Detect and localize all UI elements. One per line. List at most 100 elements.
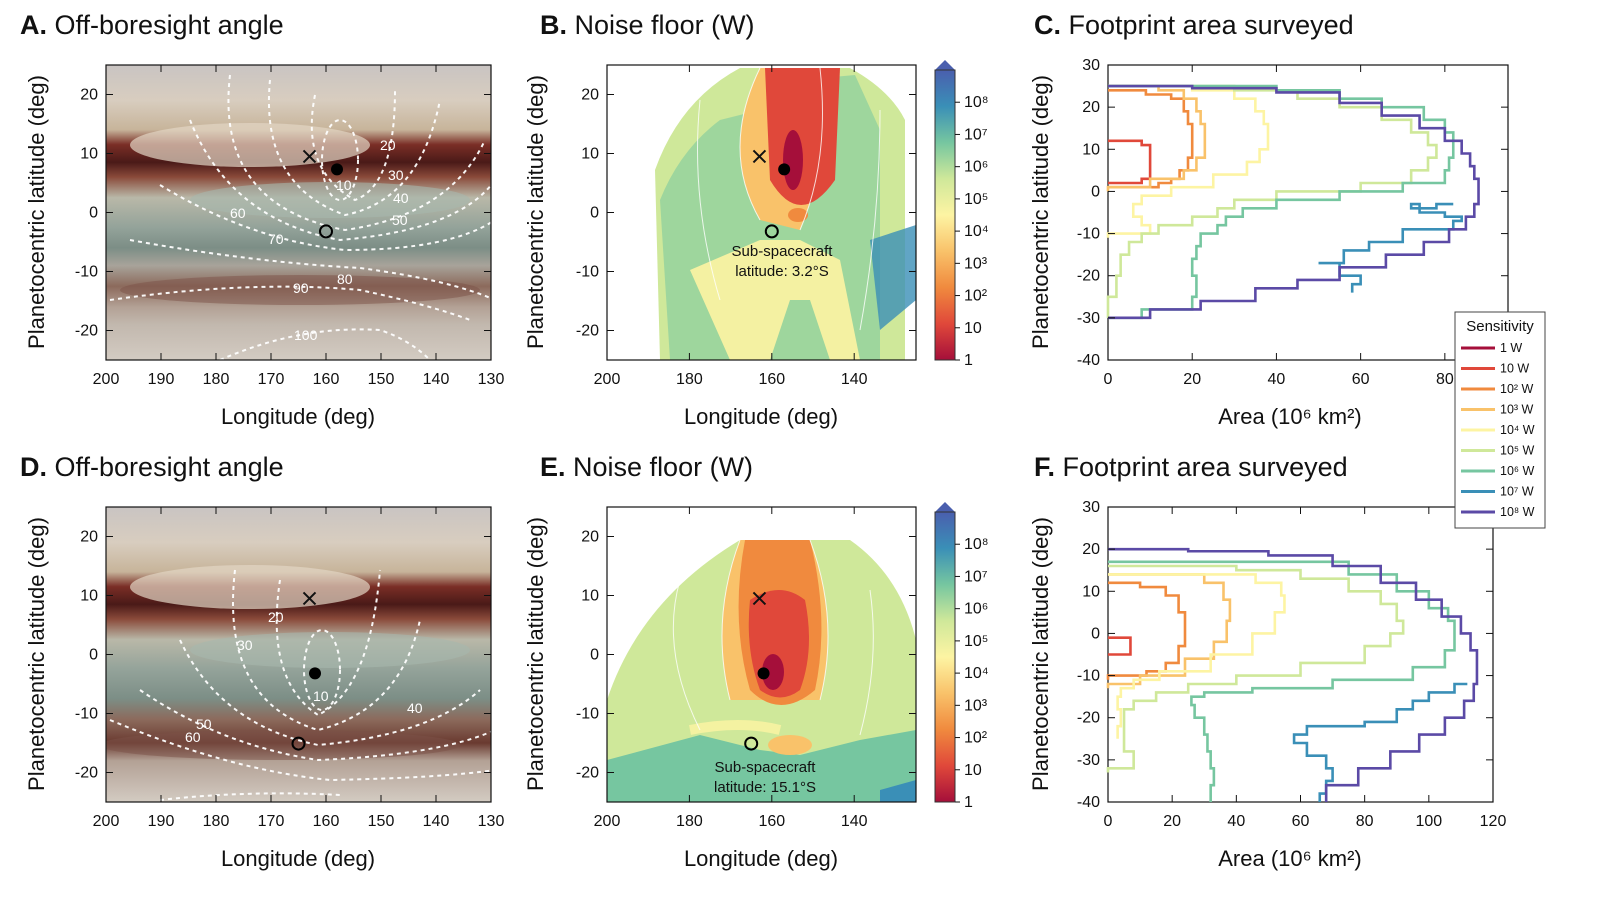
x-tick-label: 40 <box>1268 371 1286 388</box>
svg-text:20: 20 <box>268 609 284 625</box>
colorbar-tick-label: 10⁴ <box>964 665 989 682</box>
panel-d-image: 10 20 30 40 50 60 <box>106 507 491 802</box>
y-tick-label: 0 <box>89 205 98 222</box>
x-tick-label: 60 <box>1352 371 1370 388</box>
x-tick-label: 140 <box>841 371 868 388</box>
y-tick-label: -20 <box>1077 268 1100 285</box>
y-tick-label: 10 <box>1082 141 1100 158</box>
series-line-10⁶-W <box>1108 84 1455 320</box>
colorbar-tick-label: 10⁶ <box>964 601 988 618</box>
x-tick-label: 200 <box>594 371 621 388</box>
colorbar-tick-label: 10⁵ <box>964 633 988 650</box>
y-tick-label: -30 <box>1077 752 1100 769</box>
y-tick-label: -40 <box>1077 352 1100 369</box>
colorbar-tick-label: 10⁸ <box>964 536 989 553</box>
filled-dot-marker <box>778 163 791 176</box>
series-line-10-W <box>1108 636 1132 656</box>
y-tick-label: -10 <box>75 706 98 723</box>
panel-b-title: B. Noise floor (W) <box>540 10 755 40</box>
series-line-10³-W <box>1106 84 1207 192</box>
legend-item-label: 10⁶ W <box>1500 464 1535 478</box>
open-circle-marker <box>319 224 333 239</box>
panel-d-title: D. Off-boresight angle <box>20 452 284 482</box>
filled-dot-marker <box>309 667 321 680</box>
series-line-10-W <box>1108 139 1152 185</box>
colorbar-tick-label: 10⁸ <box>964 94 989 111</box>
panel-c-series <box>1106 84 1480 320</box>
colorbar-tick-label: 10⁶ <box>964 159 988 176</box>
x-tick-label: 20 <box>1163 813 1181 830</box>
svg-text:40: 40 <box>393 190 409 206</box>
panel-d-xlabel: Longitude (deg) <box>221 846 375 871</box>
y-tick-label: 20 <box>1082 541 1100 558</box>
panel-a-ylabel: Planetocentric latitude (deg) <box>24 75 49 349</box>
x-tick-label: 200 <box>93 813 120 830</box>
svg-text:40: 40 <box>407 700 423 716</box>
x-tick-label: 140 <box>423 371 450 388</box>
panel-a-contour-labels: 10 20 30 40 50 60 70 80 90 100 <box>230 137 409 343</box>
svg-text:20: 20 <box>380 137 396 153</box>
y-tick-label: -20 <box>576 323 599 340</box>
y-tick-label: 30 <box>1082 499 1100 516</box>
svg-text:60: 60 <box>185 729 201 745</box>
panel-b-axes: 200 180 160 140 -20 -10 0 10 20 <box>576 65 916 388</box>
x-tick-label: 200 <box>93 371 120 388</box>
panel-a: A. Off-boresight angle 10 20 30 4 <box>20 10 504 429</box>
y-tick-label: 10 <box>80 146 98 163</box>
y-tick-label: 20 <box>581 529 599 546</box>
svg-text:30: 30 <box>388 167 404 183</box>
panel-e-colorbar: 1 10 10² 10³ 10⁴ 10⁵ 10⁶ 10⁷ 10⁸ <box>934 502 989 811</box>
panel-b-colorbar: 1 10 10² 10³ 10⁴ 10⁵ 10⁶ 10⁷ 10⁸ <box>934 60 989 369</box>
panel-c-ylabel: Planetocentric latitude (deg) <box>1028 75 1053 349</box>
colorbar-tick-label: 10⁷ <box>964 568 988 585</box>
y-tick-label: -20 <box>75 765 98 782</box>
x-tick-label: 120 <box>1480 813 1507 830</box>
legend-items: 1 W 10 W 10² W 10³ W 10⁴ W 10⁵ W 10⁶ W 10⁷ W 10⁸… <box>1461 341 1535 519</box>
x-tick-label: 200 <box>594 813 621 830</box>
x-tick-label: 170 <box>258 371 285 388</box>
panel-d-axes: 200 190 180 170 160 150 140 130 -20 -10 0 10 20 <box>75 507 504 830</box>
panel-c-frame <box>1107 64 1509 361</box>
x-tick-label: 100 <box>1415 813 1442 830</box>
x-tick-label: 190 <box>148 813 175 830</box>
series-line-10²-W <box>1106 581 1187 680</box>
x-marker <box>752 591 767 606</box>
panel-e-title: E. Noise floor (W) <box>540 452 753 482</box>
panel-b-markers <box>752 149 791 239</box>
panel-a-xlabel: Longitude (deg) <box>221 404 375 429</box>
y-tick-label: -30 <box>1077 310 1100 327</box>
colorbar-tick-label: 10 <box>964 320 982 337</box>
panel-f-ylabel: Planetocentric latitude (deg) <box>1028 517 1053 791</box>
svg-text:50: 50 <box>392 212 408 228</box>
y-tick-label: 10 <box>581 588 599 605</box>
x-tick-label: 160 <box>313 813 340 830</box>
y-tick-label: 20 <box>80 529 98 546</box>
x-tick-label: 180 <box>203 813 230 830</box>
legend-item-label: 10² W <box>1500 382 1534 396</box>
panel-b-colorbar-ticks: 1 10 10² 10³ 10⁴ 10⁵ 10⁶ 10⁷ 10⁸ <box>955 94 989 369</box>
svg-text:10: 10 <box>336 177 352 193</box>
y-tick-label: -10 <box>1077 668 1100 685</box>
panel-e: E. Noise floor (W) Sub-spacecraft latitu… <box>523 452 989 871</box>
series-line-10⁴-W <box>1108 573 1286 739</box>
colorbar-tick-label: 10³ <box>964 255 988 272</box>
x-tick-label: 40 <box>1227 813 1245 830</box>
series-line-10²-W <box>1108 88 1194 189</box>
x-tick-label: 170 <box>258 813 285 830</box>
panel-a-image: 10 20 30 40 50 60 70 80 90 100 <box>106 65 491 360</box>
panel-b-heatmap <box>655 67 916 360</box>
x-marker <box>302 591 317 606</box>
panel-b-annotation-2: latitude: 3.2°S <box>735 263 829 280</box>
x-tick-label: 150 <box>368 371 395 388</box>
panel-d: D. Off-boresight angle 10 20 30 40 50 <box>20 452 504 871</box>
legend-item-label: 10⁵ W <box>1500 444 1535 458</box>
panel-d-contours <box>109 569 491 801</box>
y-tick-label: 10 <box>581 146 599 163</box>
svg-text:50: 50 <box>196 716 212 732</box>
y-tick-label: -10 <box>75 264 98 281</box>
y-tick-label: 10 <box>1082 583 1100 600</box>
panel-e-markers <box>744 591 770 751</box>
colorbar-tick-label: 10⁷ <box>964 126 988 143</box>
x-marker <box>752 149 767 164</box>
colorbar-tick-label: 10⁵ <box>964 191 988 208</box>
